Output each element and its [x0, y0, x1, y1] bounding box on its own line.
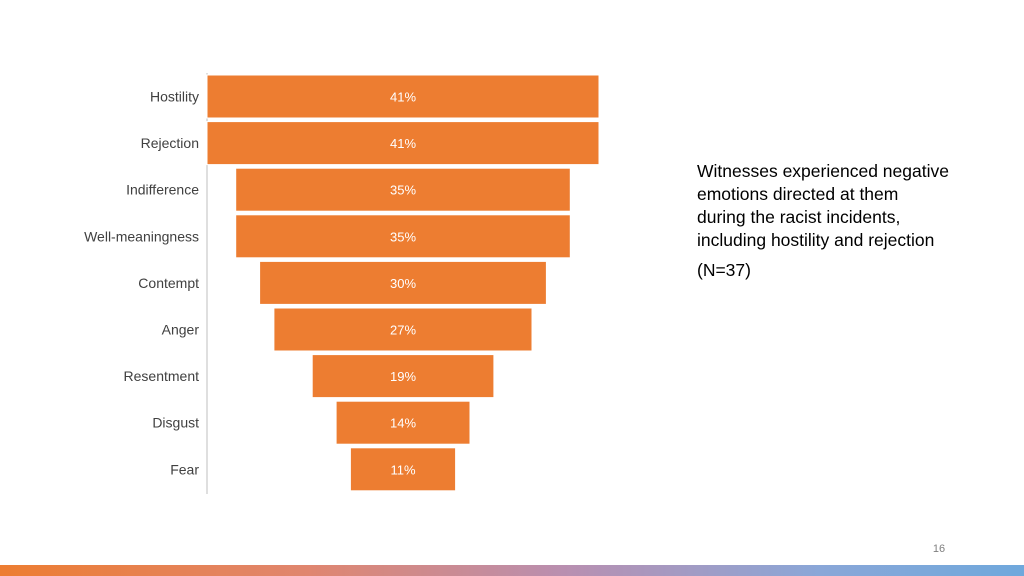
- footer-gradient-bar: [0, 565, 1024, 576]
- bar-well-meaningness: [235, 214, 571, 259]
- category-label: Fear: [170, 461, 199, 477]
- annotation-line-2: emotions directed at them: [697, 184, 899, 204]
- category-label: Anger: [162, 322, 200, 338]
- bar-contempt: [259, 260, 547, 305]
- bar-disgust: [335, 400, 471, 445]
- category-label: Resentment: [124, 368, 200, 384]
- value-label: 41%: [390, 90, 416, 105]
- bar-indifference: [235, 167, 571, 212]
- category-labels-group: Hostility Rejection Indifference Well-meani…: [84, 89, 199, 478]
- category-label: Rejection: [141, 135, 199, 151]
- value-label: 27%: [390, 323, 416, 338]
- category-label: Contempt: [138, 275, 199, 291]
- slide-number: 16: [932, 543, 946, 555]
- bars-group: [206, 74, 600, 492]
- bar-anger: [273, 307, 533, 352]
- bar-fear: [349, 447, 457, 492]
- bar-hostility: [206, 74, 600, 119]
- bar-resentment: [311, 354, 495, 399]
- category-label: Hostility: [150, 89, 199, 105]
- bar-rejection: [206, 121, 600, 166]
- value-label: 30%: [390, 276, 416, 291]
- annotation-line-1: Witnesses experienced negative: [697, 161, 949, 181]
- sample-size: (N=37): [697, 260, 751, 280]
- annotation-line-4: including hostility and rejection: [697, 230, 935, 250]
- annotation-line-3: during the racist incidents,: [697, 207, 901, 227]
- value-label: 11%: [390, 462, 415, 477]
- value-labels-group: 41% 41% 35% 35% 30% 27% 19% 14% 11%: [390, 90, 416, 478]
- value-label: 19%: [390, 369, 416, 384]
- category-label: Disgust: [152, 415, 199, 431]
- value-label: 35%: [390, 229, 416, 244]
- value-label: 41%: [390, 136, 416, 151]
- category-label: Indifference: [126, 182, 199, 198]
- annotation-text: Witnesses experienced negative emotions …: [697, 160, 997, 282]
- value-label: 35%: [390, 183, 416, 198]
- category-label: Well-meaningness: [84, 228, 199, 244]
- value-label: 14%: [390, 416, 416, 431]
